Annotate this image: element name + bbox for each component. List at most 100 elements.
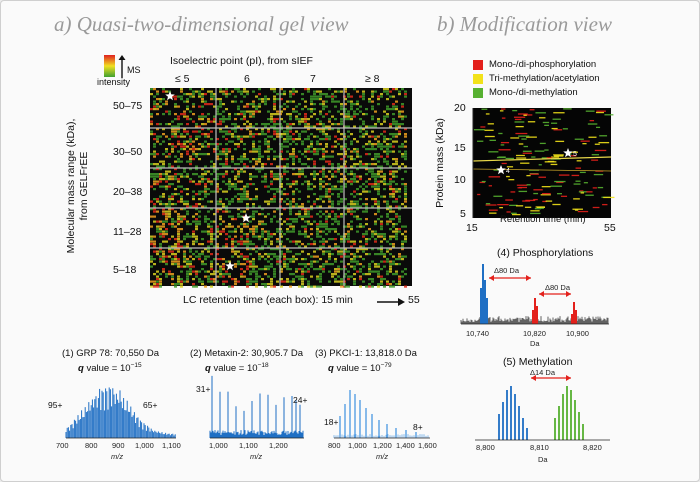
meth-xlabel: Da [538, 455, 548, 464]
legend-intensity-label: intensity [97, 77, 131, 87]
y-axis-label-line1: Molecular mass range (kDa), [65, 118, 77, 254]
spot-star-3 [225, 261, 235, 271]
modmap-star-5 [563, 148, 573, 158]
legend-ms-label: MS [127, 65, 141, 75]
right-arrow-icon [377, 298, 405, 306]
modification-map: 45 [472, 108, 615, 218]
spectrum3-annot1: 18+ [324, 417, 339, 427]
meth-tick1: 8,800 [476, 443, 495, 452]
up-arrow-icon [118, 55, 126, 78]
column-label-4: ≥ 8 [365, 73, 380, 85]
row-label-3: 20–38 [113, 186, 143, 198]
phos-peaks [460, 264, 609, 324]
spectrum3-annot2: 8+ [413, 422, 423, 432]
legend-label-meth: Mono-/di-methylation [489, 87, 578, 98]
phos-tick1: 10,740 [466, 329, 489, 338]
mod-ytick-5: 5 [460, 208, 466, 220]
phos-delta2-arrowhead [539, 291, 544, 297]
meth-delta-arrowhead [566, 375, 571, 381]
mod-xtick-15: 15 [466, 222, 478, 234]
mod-ytick-10: 10 [454, 174, 466, 186]
mod-ytick-20: 20 [454, 102, 466, 114]
spectrum2-title: (2) Metaxin-2: 30,905.7 Da [190, 348, 304, 359]
modmap-streak [472, 156, 612, 162]
spectrum2-tick2: 1,100 [239, 441, 258, 450]
meth-delta: Δ14 Da [530, 368, 556, 377]
mod-x-axis-label: Retention time (min) [500, 214, 586, 225]
meth-peaks [498, 386, 584, 440]
column-label-3: 7 [310, 73, 316, 85]
spectrum3-tick5: 1,600 [418, 441, 437, 450]
phos-xlabel: Da [530, 339, 540, 348]
spectrum1-peaks [65, 387, 176, 438]
spectrum3-tick2: 1,000 [348, 441, 367, 450]
spectrum2-tick1: 1,000 [209, 441, 228, 450]
y-axis-label-line2: from GELFrEE [78, 151, 90, 221]
panel-a-title: a) Quasi-two-dimensional gel view [54, 12, 349, 36]
spot-star-1 [165, 91, 175, 101]
intensity-gradient [104, 55, 115, 77]
legend-label-trimeth: Tri-methylation/acetylation [489, 73, 600, 84]
spectrum1-tick5: 1,100 [162, 441, 181, 450]
row-label-1: 50–75 [113, 100, 143, 112]
spectrum2-peaks [209, 375, 304, 438]
spectrum1-qvalue: q value = 10−15 [78, 362, 142, 375]
legend-label-phos: Mono-/di-phosphorylation [489, 59, 597, 70]
row-label-2: 30–50 [113, 146, 143, 158]
phos-delta2: Δ80 Da [545, 283, 571, 292]
phos-tick2: 10,820 [523, 329, 546, 338]
gel-texture [150, 88, 407, 288]
spectrum3-tick4: 1,400 [396, 441, 415, 450]
modmap-features [473, 108, 615, 216]
spectrum3-qvalue: q value = 10−79 [328, 362, 392, 375]
modmap-marker-4: 4 [506, 168, 510, 175]
spectrum3-plot [333, 390, 430, 439]
retention-label: LC retention time (each box): 15 min [183, 294, 353, 306]
mod-ytick-15: 15 [454, 142, 466, 154]
spectrum1-tick2: 800 [85, 441, 98, 450]
spectrum1-annot2: 65+ [143, 400, 158, 410]
spectrum1-xlabel: m/z [111, 452, 124, 461]
spectrum2-annot2: 24+ [293, 395, 308, 405]
spectrum3-xlabel: m/z [376, 452, 389, 461]
spectrum1-tick1: 700 [56, 441, 69, 450]
spectrum1-title: (1) GRP 78: 70,550 Da [62, 348, 159, 359]
spectrum2-annot1: 31+ [196, 384, 211, 394]
meth-tick3: 8,820 [583, 443, 602, 452]
phos-tick3: 10,900 [566, 329, 589, 338]
spectrum2-qvalue: q value = 10−18 [205, 362, 269, 375]
meth-spectrum [475, 375, 610, 441]
spectrum1-plot [65, 387, 176, 439]
legend-swatch-trimeth [473, 74, 483, 84]
spectrum1-tick4: 1,000 [135, 441, 154, 450]
modmap-background [473, 108, 611, 218]
spot-star-2 [241, 213, 251, 223]
phos-delta1: Δ80 Da [494, 266, 520, 275]
spectrum2-tick3: 1,200 [269, 441, 288, 450]
meth-title: (5) Methylation [503, 356, 573, 368]
top-axis-label: Isoelectric point (pI), from sIEF [170, 55, 313, 67]
meth-delta-arrowhead [531, 375, 536, 381]
spectrum1-tick3: 900 [112, 441, 125, 450]
row-label-4: 11–28 [113, 226, 142, 238]
modmap-marker-5: 5 [573, 151, 577, 158]
spectrum1-annot1: 95+ [48, 400, 63, 410]
spectrum3-tick3: 1,200 [373, 441, 392, 450]
modmap-star-4 [496, 165, 506, 175]
column-label-2: 6 [244, 73, 250, 85]
gel-grid [150, 88, 412, 288]
phos-delta1-arrowhead [526, 275, 531, 281]
phos-delta2-arrowhead [566, 291, 571, 297]
column-label-1: ≤ 5 [175, 73, 190, 85]
spectrum3-tick1: 800 [328, 441, 341, 450]
retention-end: 55 [408, 294, 420, 306]
panel-b-title: b) Modification view [437, 12, 612, 36]
phos-delta1-arrowhead [489, 275, 494, 281]
modmap-streak [472, 168, 612, 172]
spectrum3-title: (3) PKCI-1: 13,818.0 Da [315, 348, 417, 359]
spectrum2-plot [209, 375, 304, 439]
legend-swatch-phos [473, 60, 483, 70]
row-label-5: 5–18 [113, 264, 137, 276]
legend-swatch-meth [473, 88, 483, 98]
mod-xtick-55: 55 [604, 222, 616, 234]
